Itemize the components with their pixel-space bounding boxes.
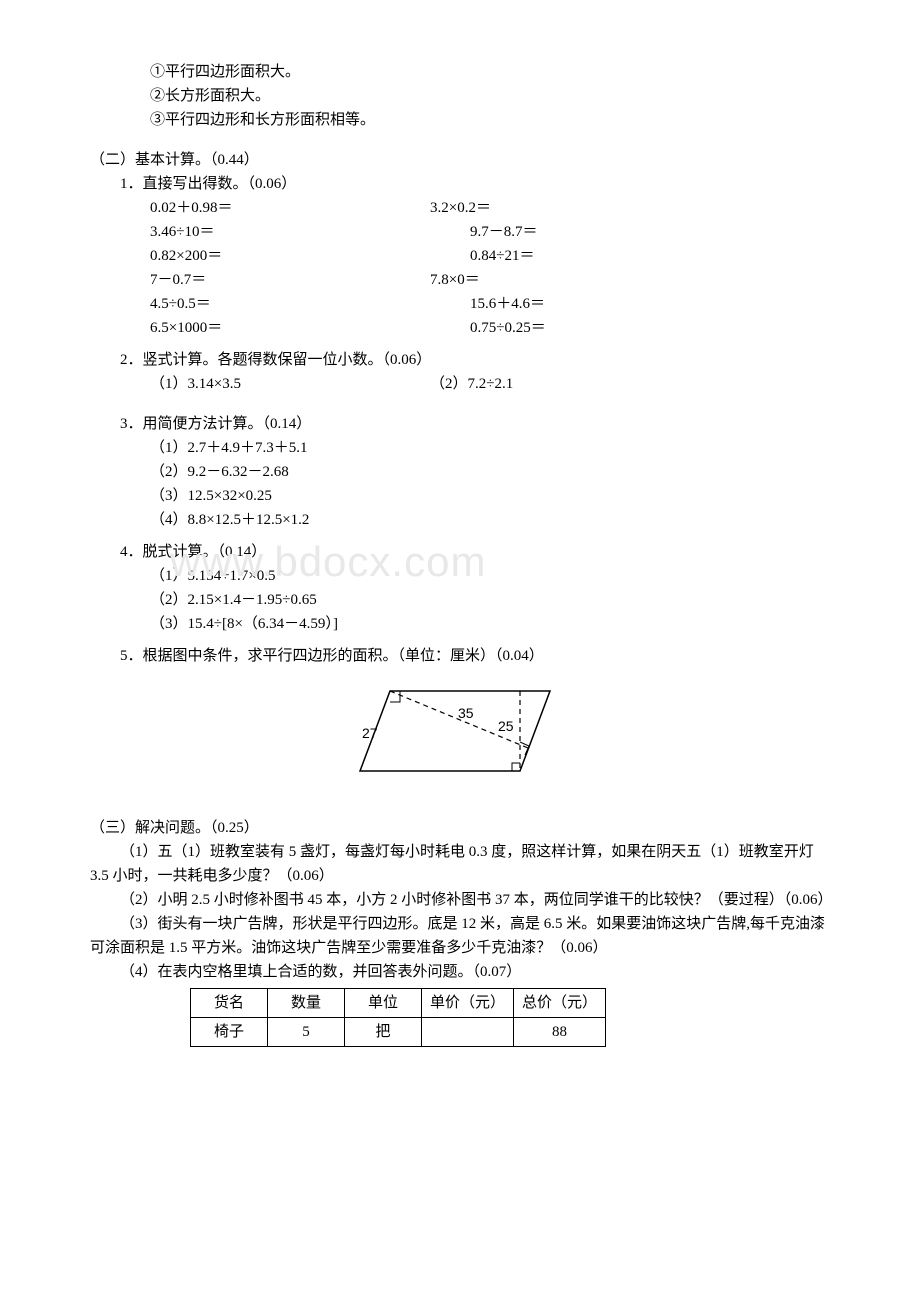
table-cell: 88 [514,1018,606,1047]
section3-heading: （三）解决问题。（0.25） [90,816,830,840]
option-3: ③平行四边形和长方形面积相等。 [150,108,830,132]
calc-left: 7－0.7＝ [150,268,430,292]
table-header: 总价（元） [514,989,606,1018]
table-header: 单位 [345,989,422,1018]
table-cell [422,1018,514,1047]
q3-item: （2）9.2－6.32－2.68 [150,460,830,484]
calc-right: 0.84÷21＝ [430,244,534,268]
calc-right: 0.75÷0.25＝ [430,316,546,340]
q3-item: （3）12.5×32×0.25 [150,484,830,508]
fig-label-right: 25 [498,718,514,734]
section3-p3: （3）街头有一块广告牌，形状是平行四边形。底是 12 米，高是 6.5 米。如果… [90,912,830,960]
q4-item: （1）5.134÷1.7×0.5 [150,564,830,588]
calc-row: 0.82×200＝ 0.84÷21＝ [150,244,830,268]
q4-title: 4．脱式计算。（0.14） [120,540,830,564]
calc-row: 4.5÷0.5＝ 15.6＋4.6＝ [150,292,830,316]
q2-item-1: （1）3.14×3.5 [150,372,430,396]
calc-right: 3.2×0.2＝ [430,196,491,220]
calc-row: 3.46÷10＝ 9.7－8.7＝ [150,220,830,244]
table-cell: 把 [345,1018,422,1047]
table-row: 椅子 5 把 88 [191,1018,606,1047]
option-2: ②长方形面积大。 [150,84,830,108]
table-cell: 椅子 [191,1018,268,1047]
fig-label-mid: 35 [458,705,474,721]
goods-table: 货名 数量 单位 单价（元） 总价（元） 椅子 5 把 88 [190,988,606,1047]
q4-item: （2）2.15×1.4－1.95÷0.65 [150,588,830,612]
q3-title: 3．用简便方法计算。（0.14） [120,412,830,436]
q4-item: （3）15.4÷[8×（6.34－4.59）] [150,612,830,636]
calc-left: 3.46÷10＝ [150,220,430,244]
calc-row: 6.5×1000＝ 0.75÷0.25＝ [150,316,830,340]
calc-row: 0.02＋0.98＝ 3.2×0.2＝ [150,196,830,220]
table-header: 单价（元） [422,989,514,1018]
calc-right: 9.7－8.7＝ [430,220,538,244]
table-cell: 5 [268,1018,345,1047]
table-header: 货名 [191,989,268,1018]
table-header: 数量 [268,989,345,1018]
calc-left: 6.5×1000＝ [150,316,430,340]
parallelogram-figure: 27 35 25 [90,676,830,794]
q3-item: （4）8.8×12.5＋12.5×1.2 [150,508,830,532]
table-header-row: 货名 数量 单位 单价（元） 总价（元） [191,989,606,1018]
q5-title: 5．根据图中条件，求平行四边形的面积。（单位：厘米）（0.04） [120,644,830,668]
q3-item: （1）2.7＋4.9＋7.3＋5.1 [150,436,830,460]
calc-row: 7－0.7＝ 7.8×0＝ [150,268,830,292]
calc-right: 7.8×0＝ [430,268,480,292]
option-1: ①平行四边形面积大。 [150,60,830,84]
q2-item-2: （2）7.2÷2.1 [430,372,513,396]
fig-label-left: 27 [362,725,378,741]
section3-p2: （2）小明 2.5 小时修补图书 45 本，小方 2 小时修补图书 37 本，两… [90,888,830,912]
calc-left: 4.5÷0.5＝ [150,292,430,316]
calc-left: 0.82×200＝ [150,244,430,268]
calc-right: 15.6＋4.6＝ [430,292,545,316]
q1-title: 1．直接写出得数。（0.06） [120,172,830,196]
section2-heading: （二）基本计算。（0.44） [90,148,830,172]
q2-title: 2．竖式计算。各题得数保留一位小数。（0.06） [120,348,830,372]
section3-p4: （4）在表内空格里填上合适的数，并回答表外问题。（0.07） [90,960,830,984]
section3-p1: （1）五（1）班教室装有 5 盏灯，每盏灯每小时耗电 0.3 度，照这样计算，如… [90,840,830,888]
calc-left: 0.02＋0.98＝ [150,196,430,220]
